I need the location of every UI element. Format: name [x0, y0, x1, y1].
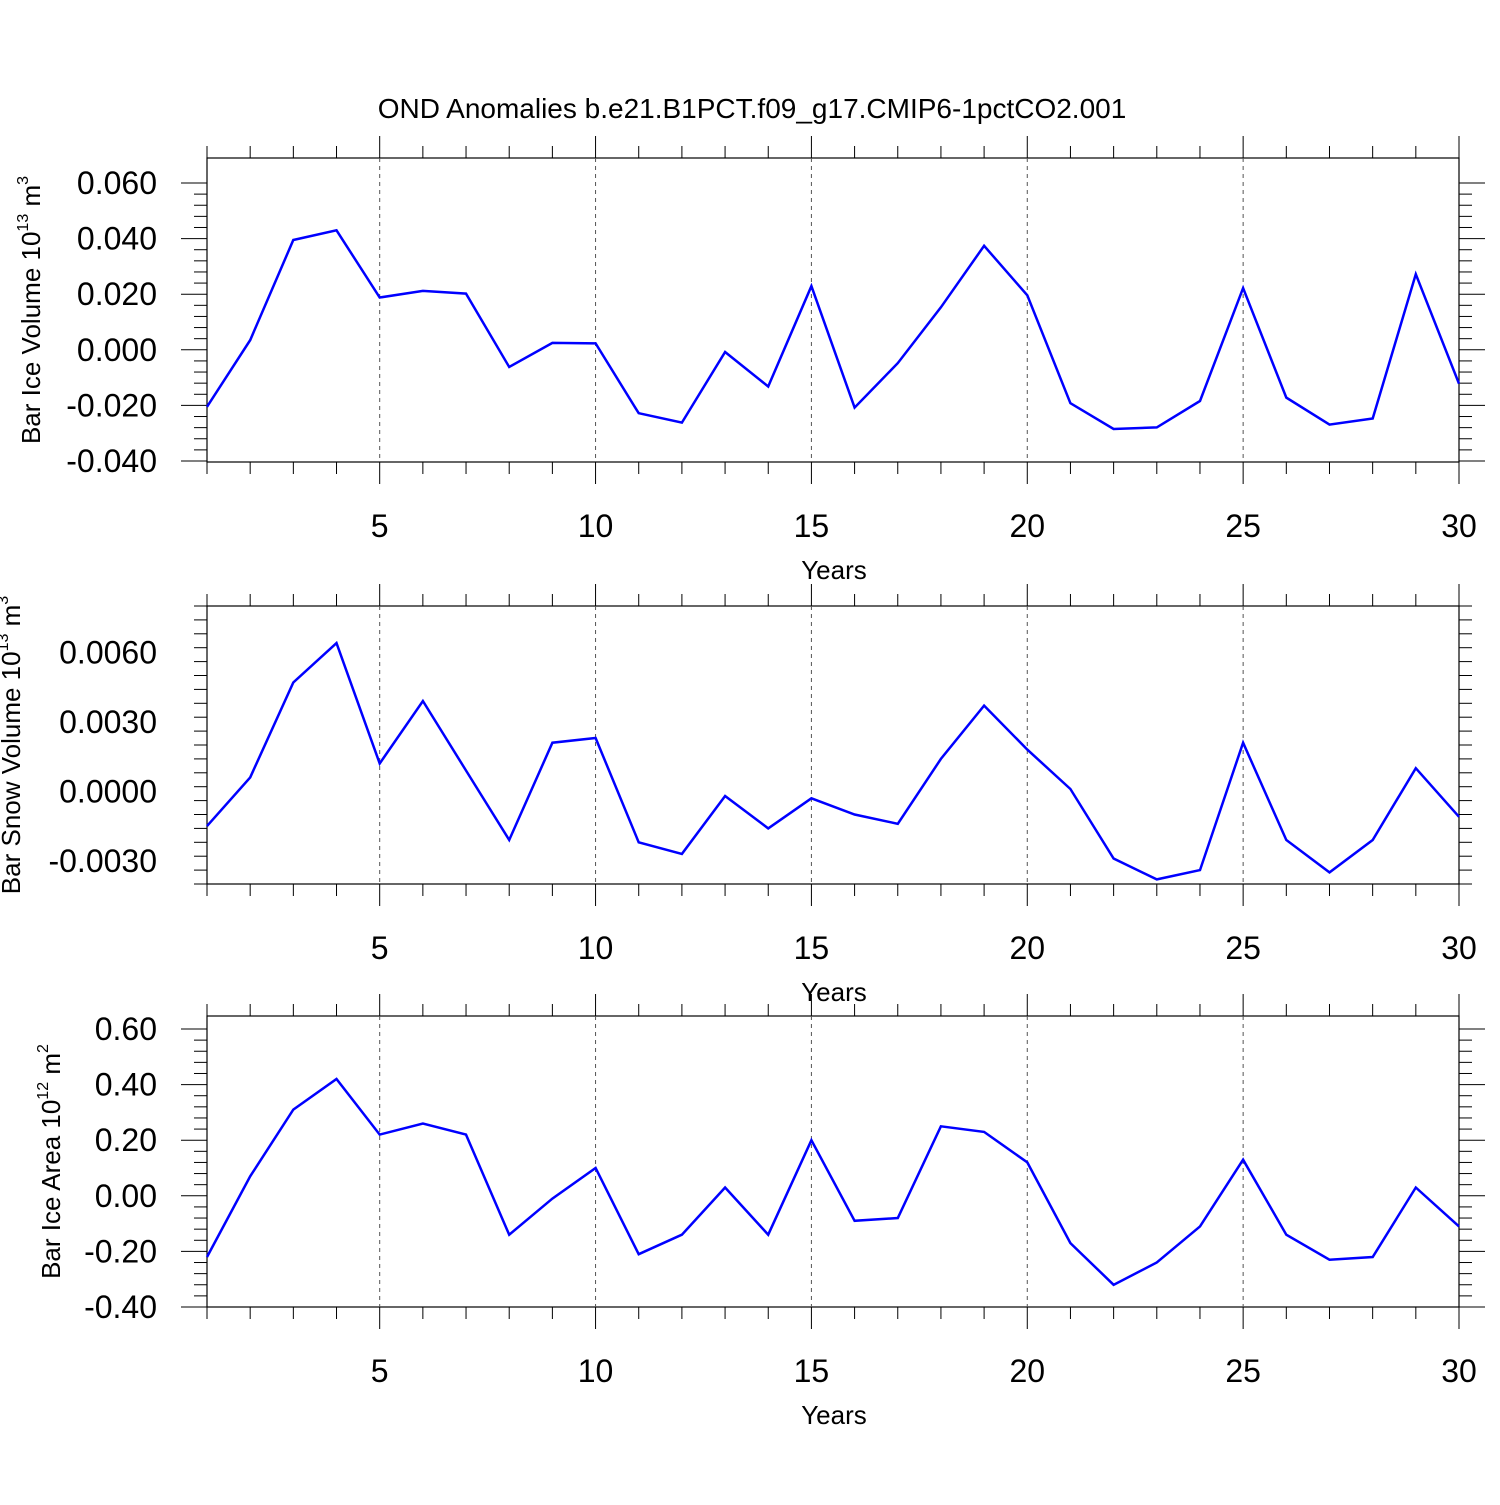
y-tick-label: 0.60 [95, 1011, 157, 1047]
x-tick-label: 15 [794, 930, 830, 966]
x-tick-label: 25 [1225, 508, 1261, 544]
y-axis-title-text: Bar Ice Area 10 [36, 1100, 66, 1279]
series-line [207, 230, 1459, 429]
y-axis-title-exponent: 13 [15, 214, 32, 232]
y-tick-label: -0.20 [84, 1233, 157, 1269]
chart-panel-3: -0.40 -0.20 0.00 0.20 0.40 0.60 5 10 15 20 25 30 Yea… [35, 994, 1485, 1430]
x-tick-label: 25 [1225, 930, 1261, 966]
y-tick-label: -0.020 [66, 387, 157, 423]
y-axis-title-exponent: 12 [35, 1082, 52, 1100]
x-axis-title: Years [801, 555, 867, 585]
x-tick-label: 30 [1441, 508, 1477, 544]
x-tick-label: 20 [1009, 930, 1045, 966]
y-tick-label: 0.00 [95, 1178, 157, 1214]
svg-text:Bar Snow Volume 1013 m3: Bar Snow Volume 1013 m3 [0, 596, 26, 895]
y-tick-label: 0.020 [77, 276, 157, 312]
y-tick-label: 0.060 [77, 165, 157, 201]
y-axis-title-exponent: 3 [15, 176, 32, 185]
y-tick-label: -0.040 [66, 443, 157, 479]
y-axis-title-exponent: 13 [0, 633, 12, 651]
y-axis-title-text: m [0, 605, 26, 634]
series-line [207, 1079, 1459, 1285]
x-tick-label: 10 [578, 930, 614, 966]
y-tick-label: 0.000 [77, 332, 157, 368]
plot-frame [207, 606, 1459, 884]
x-tick-label: 20 [1009, 508, 1045, 544]
x-tick-label: 20 [1009, 1353, 1045, 1389]
plot-frame [207, 158, 1459, 462]
x-tick-label: 5 [371, 930, 389, 966]
x-tick-label: 30 [1441, 1353, 1477, 1389]
y-tick-label: 0.0000 [59, 773, 157, 809]
x-axis-title: Years [801, 1400, 867, 1430]
y-axis-title-exponent: 3 [0, 596, 12, 605]
x-tick-label: 5 [371, 508, 389, 544]
x-tick-label: 5 [371, 1353, 389, 1389]
y-tick-label: 0.0030 [59, 704, 157, 740]
x-tick-label: 10 [578, 508, 614, 544]
x-tick-label: 30 [1441, 930, 1477, 966]
x-tick-label: 15 [794, 1353, 830, 1389]
y-axis-title: Bar Ice Area 1012 m2 [35, 1044, 66, 1279]
x-tick-label: 15 [794, 508, 830, 544]
series-line [207, 643, 1459, 879]
y-tick-label: 0.20 [95, 1122, 157, 1158]
x-tick-label: 25 [1225, 1353, 1261, 1389]
y-tick-label: 0.0060 [59, 634, 157, 670]
y-axis-title-text: Bar Snow Volume 10 [0, 651, 26, 894]
svg-text:Bar Ice Volume 1013 m3: Bar Ice Volume 1013 m3 [15, 176, 46, 444]
plot-frame [207, 1016, 1459, 1307]
y-tick-label: -0.40 [84, 1289, 157, 1325]
figure-title: OND Anomalies b.e21.B1PCT.f09_g17.CMIP6-… [378, 93, 1127, 124]
y-tick-label: 0.40 [95, 1067, 157, 1103]
y-axis-title-exponent: 2 [35, 1044, 52, 1053]
chart-panel-1: -0.040 -0.020 0.000 0.020 0.040 0.060 5 10 15 20 2… [15, 136, 1485, 585]
y-tick-label: -0.0030 [48, 843, 157, 879]
y-axis-title: Bar Snow Volume 1013 m3 [0, 596, 26, 895]
y-axis-title-text: m [16, 185, 46, 214]
svg-text:Bar Ice Area 1012 m2: Bar Ice Area 1012 m2 [35, 1044, 66, 1279]
x-tick-label: 10 [578, 1353, 614, 1389]
y-axis-title-text: Bar Ice Volume 10 [16, 232, 46, 444]
y-tick-label: 0.040 [77, 221, 157, 257]
y-axis-title: Bar Ice Volume 1013 m3 [15, 176, 46, 444]
y-axis-title-text: m [36, 1053, 66, 1082]
